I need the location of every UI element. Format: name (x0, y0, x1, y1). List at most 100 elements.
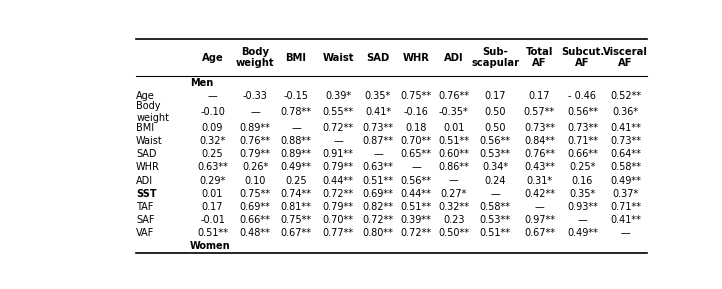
Text: 0.18: 0.18 (405, 123, 427, 133)
Text: 0.89**: 0.89** (281, 149, 311, 159)
Text: 0.51**: 0.51** (480, 228, 511, 238)
Text: 0.72**: 0.72** (362, 215, 393, 225)
Text: —: — (534, 202, 544, 212)
Text: 0.86**: 0.86** (438, 162, 469, 173)
Text: Waist: Waist (322, 53, 354, 63)
Text: Body
weight: Body weight (136, 101, 169, 123)
Text: 0.80**: 0.80** (362, 228, 393, 238)
Text: 0.56**: 0.56** (401, 175, 432, 186)
Text: 0.73**: 0.73** (567, 123, 598, 133)
Text: 0.10: 0.10 (244, 175, 266, 186)
Text: 0.65**: 0.65** (401, 149, 432, 159)
Text: 0.48**: 0.48** (240, 228, 271, 238)
Text: 0.27*: 0.27* (440, 189, 467, 199)
Text: 0.17: 0.17 (529, 91, 550, 101)
Text: SST: SST (136, 189, 157, 199)
Text: ADI: ADI (136, 175, 153, 186)
Text: 0.81**: 0.81** (281, 202, 311, 212)
Text: SAD: SAD (366, 53, 390, 63)
Text: 0.79**: 0.79** (323, 162, 354, 173)
Text: BMI: BMI (285, 53, 307, 63)
Text: 0.24: 0.24 (484, 175, 506, 186)
Text: SAD: SAD (136, 149, 157, 159)
Text: 0.79**: 0.79** (323, 202, 354, 212)
Text: 0.31*: 0.31* (526, 175, 552, 186)
Text: 0.35*: 0.35* (365, 91, 391, 101)
Text: -0.15: -0.15 (284, 91, 308, 101)
Text: Visceral
AF: Visceral AF (603, 47, 648, 68)
Text: 0.71**: 0.71** (610, 202, 641, 212)
Text: 0.70**: 0.70** (323, 215, 354, 225)
Text: 0.51**: 0.51** (362, 175, 393, 186)
Text: BMI: BMI (136, 123, 155, 133)
Text: 0.42**: 0.42** (524, 189, 555, 199)
Text: 0.55**: 0.55** (323, 107, 354, 117)
Text: -0.01: -0.01 (200, 215, 225, 225)
Text: —: — (449, 175, 458, 186)
Text: VAF: VAF (136, 228, 155, 238)
Text: 0.69**: 0.69** (240, 202, 271, 212)
Text: 0.58**: 0.58** (610, 162, 641, 173)
Text: Sub-
scapular: Sub- scapular (471, 47, 519, 68)
Text: 0.36*: 0.36* (612, 107, 638, 117)
Text: 0.56**: 0.56** (567, 107, 598, 117)
Text: 0.72**: 0.72** (323, 123, 354, 133)
Text: SAF: SAF (136, 215, 155, 225)
Text: 0.41**: 0.41** (610, 215, 641, 225)
Text: Women: Women (190, 241, 230, 251)
Text: Body
weight: Body weight (235, 47, 274, 68)
Text: 0.88**: 0.88** (281, 136, 311, 146)
Text: 0.53**: 0.53** (480, 149, 511, 159)
Text: 0.01: 0.01 (201, 189, 223, 199)
Text: 0.60**: 0.60** (438, 149, 469, 159)
Text: 0.43**: 0.43** (524, 162, 554, 173)
Text: 0.49**: 0.49** (281, 162, 311, 173)
Text: 0.63**: 0.63** (362, 162, 393, 173)
Text: 0.39**: 0.39** (401, 215, 431, 225)
Text: 0.44**: 0.44** (401, 189, 431, 199)
Text: 0.51**: 0.51** (438, 136, 469, 146)
Text: 0.51**: 0.51** (197, 228, 228, 238)
Text: 0.89**: 0.89** (240, 123, 271, 133)
Text: 0.50**: 0.50** (438, 228, 469, 238)
Text: - 0.46: - 0.46 (568, 91, 596, 101)
Text: 0.34*: 0.34* (482, 162, 508, 173)
Text: Men: Men (190, 78, 213, 88)
Text: 0.50: 0.50 (484, 123, 506, 133)
Text: Total
AF: Total AF (526, 47, 553, 68)
Text: 0.25: 0.25 (285, 175, 307, 186)
Text: —: — (411, 162, 421, 173)
Text: 0.44**: 0.44** (323, 175, 354, 186)
Text: ADI: ADI (444, 53, 464, 63)
Text: 0.63**: 0.63** (197, 162, 228, 173)
Text: 0.70**: 0.70** (401, 136, 432, 146)
Text: 0.78**: 0.78** (281, 107, 311, 117)
Text: 0.82**: 0.82** (362, 202, 393, 212)
Text: Age: Age (201, 53, 223, 63)
Text: 0.29*: 0.29* (199, 175, 225, 186)
Text: 0.75**: 0.75** (240, 189, 271, 199)
Text: -0.35*: -0.35* (439, 107, 469, 117)
Text: -0.33: -0.33 (243, 91, 267, 101)
Text: 0.50: 0.50 (484, 107, 506, 117)
Text: —: — (208, 91, 217, 101)
Text: 0.32*: 0.32* (199, 136, 225, 146)
Text: 0.91**: 0.91** (323, 149, 354, 159)
Text: 0.76**: 0.76** (240, 136, 271, 146)
Text: —: — (333, 136, 343, 146)
Text: 0.79**: 0.79** (240, 149, 271, 159)
Text: 0.39*: 0.39* (325, 91, 351, 101)
Text: —: — (291, 123, 301, 133)
Text: 0.66**: 0.66** (567, 149, 598, 159)
Text: 0.72**: 0.72** (400, 228, 432, 238)
Text: 0.69**: 0.69** (362, 189, 393, 199)
Text: 0.67**: 0.67** (524, 228, 555, 238)
Text: 0.51**: 0.51** (401, 202, 432, 212)
Text: 0.73**: 0.73** (610, 136, 641, 146)
Text: 0.41**: 0.41** (610, 123, 641, 133)
Text: Age: Age (136, 91, 155, 101)
Text: 0.93**: 0.93** (567, 202, 598, 212)
Text: 0.52**: 0.52** (610, 91, 641, 101)
Text: 0.75**: 0.75** (400, 91, 432, 101)
Text: 0.76**: 0.76** (438, 91, 469, 101)
